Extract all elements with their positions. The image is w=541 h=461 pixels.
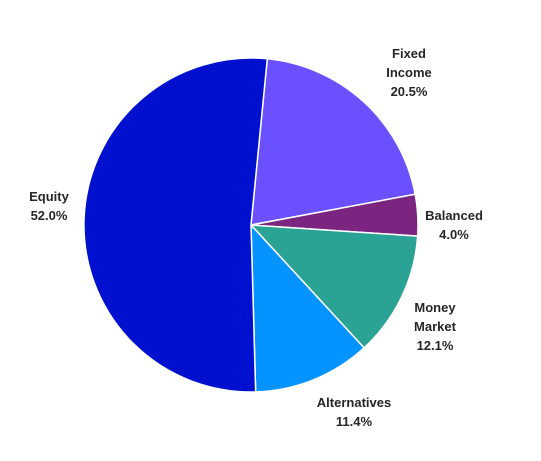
data-label-alternatives: Alternatives 11.4% [317, 395, 391, 429]
data-label-equity: Equity 52.0% [29, 189, 69, 223]
pie-labels: Fixed Income 20.5% Balanced 4.0% Money Market 1… [29, 46, 483, 429]
data-label-balanced: Balanced 4.0% [425, 208, 483, 242]
data-label-money-market: Money Market 12.1% [414, 300, 457, 353]
pie-slice-money-market [250, 224, 419, 349]
pie-slice-alternatives [250, 224, 365, 393]
pie-slice-fixed-income [250, 58, 416, 226]
data-label-fixed-income: Fixed Income 20.5% [386, 46, 432, 99]
pie-slice-equity [83, 57, 269, 393]
pie-slices [83, 57, 419, 393]
